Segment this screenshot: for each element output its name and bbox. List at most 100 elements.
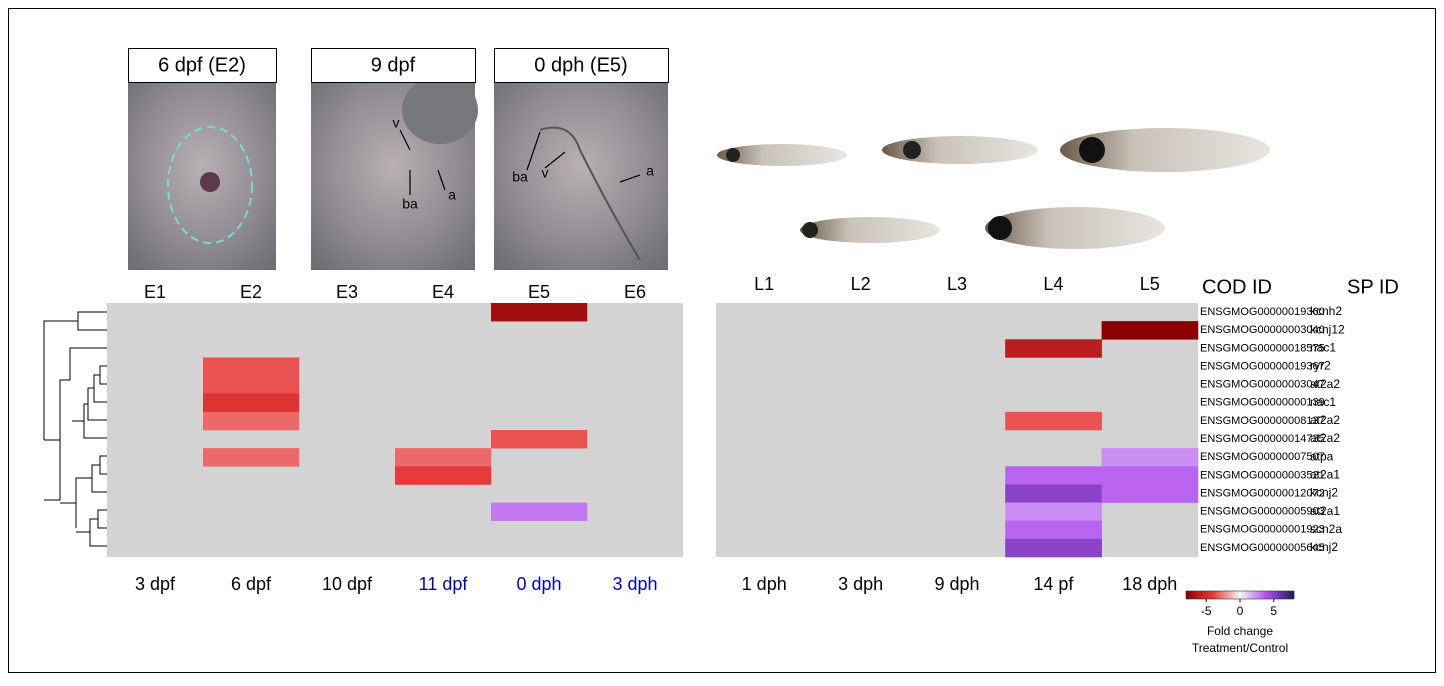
colorbar-swatch [1192,591,1194,599]
row-symbol: at2a1 [1310,504,1340,518]
eye [402,76,478,144]
colorbar-swatch [1214,591,1216,599]
heatmap-cell [491,503,587,521]
column-label: E1 [144,282,166,302]
panel-title: 0 dph (E5) [534,54,627,76]
dendrogram [44,312,107,546]
panel-title: 9 dpf [371,54,416,76]
colorbar-swatch [1196,591,1198,599]
row-id: ENSGMOG00000019367 [1200,360,1325,372]
colorbar-swatch [1230,591,1232,599]
column-label: L2 [851,274,871,294]
row-symbol: at2a2 [1310,413,1340,427]
annotation: ba [402,196,418,212]
colorbar-swatch [1228,591,1230,599]
row-id: ENSGMOG00000003521 [1200,469,1325,481]
column-label: E6 [624,282,646,302]
symbol-header: SP ID [1347,276,1399,298]
heatmap-cell [491,303,587,321]
row-id: ENSGMOG00000000139 [1200,397,1325,409]
heatmap-cell [1005,412,1102,430]
x-tick-label: 18 dph [1122,574,1177,594]
colorbar-swatch [1288,591,1290,599]
colorbar-swatch [1212,591,1214,599]
x-tick-label: 3 dph [838,574,883,594]
colorbar-swatch [1224,591,1226,599]
annotation: v [542,165,549,181]
colorbar-swatch [1222,591,1224,599]
colorbar-swatch [1244,591,1246,599]
annotation: a [448,187,456,203]
colorbar-label: Treatment/Control [1192,641,1288,655]
colorbar-tick-label: 0 [1237,604,1244,618]
row-symbol: kcnj2 [1310,540,1338,554]
colorbar-swatch [1226,591,1228,599]
heatmap-cell [395,466,491,484]
heatmap-cell [203,357,299,375]
colorbar-swatch [1200,591,1202,599]
colorbar-swatch [1202,591,1204,599]
figure: 6 dpf (E2)9 dpfvbaa0 dph (E5)bavaE13 dpf… [0,0,1444,681]
panel-title: 6 dpf (E2) [158,54,246,76]
row-symbol: nac1 [1310,341,1336,355]
row-symbol: kcnj12 [1310,322,1345,336]
row-symbol: at2a2 [1310,377,1340,391]
colorbar-swatch [1280,591,1282,599]
colorbar-label: Fold change [1207,624,1273,638]
row-id: ENSGMOG00000005903 [1200,506,1325,518]
colorbar-swatch [1250,591,1252,599]
heatmap-background [107,303,683,557]
colorbar-swatch [1256,591,1258,599]
colorbar-swatch [1254,591,1256,599]
colorbar-swatch [1216,591,1218,599]
annotation: ba [512,169,528,185]
row-id: ENSGMOG00000019360 [1200,306,1325,318]
column-label: E5 [528,282,550,302]
column-label: E3 [336,282,358,302]
heatmap-cell [203,412,299,430]
row-header: COD ID [1202,276,1272,298]
colorbar-swatch [1248,591,1250,599]
colorbar-swatch [1252,591,1254,599]
x-tick-label: 3 dpf [135,574,176,594]
colorbar-swatch [1270,591,1272,599]
row-symbol: kcnh2 [1310,304,1342,318]
x-tick-label: 3 dph [612,574,657,594]
colorbar-swatch [1194,591,1196,599]
colorbar-swatch [1282,591,1284,599]
x-tick-label: 0 dph [516,574,561,594]
colorbar-swatch [1264,591,1266,599]
colorbar-swatch [1236,591,1238,599]
colorbar-swatch [1210,591,1212,599]
colorbar-swatch [1286,591,1288,599]
row-symbol: ryr2 [1310,359,1331,373]
annotation: v [393,115,400,131]
row-symbol: nac1 [1310,395,1336,409]
heatmap-cell [1005,339,1102,357]
column-label: E4 [432,282,454,302]
row-id: ENSGMOG00000014735 [1200,433,1325,445]
column-label: L5 [1140,274,1160,294]
colorbar-swatch [1262,591,1264,599]
column-label: L1 [754,274,774,294]
row-id: ENSGMOG00000001923 [1200,524,1325,536]
heatmap-cell [1102,448,1199,466]
row-id: ENSGMOG00000003047 [1200,379,1325,391]
row-id: ENSGMOG00000003040 [1200,324,1325,336]
row-id: ENSGMOG00000018575 [1200,342,1325,354]
heatmap-background [716,303,1198,557]
heatmap-cell [203,394,299,412]
x-tick-label: 1 dph [742,574,787,594]
colorbar-swatch [1258,591,1260,599]
heatmap-cell [395,448,491,466]
colorbar-swatch [1232,591,1234,599]
x-tick-label: 11 dpf [419,574,469,594]
heatmap-cell [1102,484,1199,502]
colorbar-swatch [1208,591,1210,599]
row-symbol: at2a1 [1310,468,1340,482]
colorbar-swatch [1218,591,1220,599]
colorbar-tick-label: 5 [1270,604,1277,618]
colorbar-swatch [1190,591,1192,599]
row-symbol: kcnj2 [1310,486,1338,500]
heart [200,172,220,192]
